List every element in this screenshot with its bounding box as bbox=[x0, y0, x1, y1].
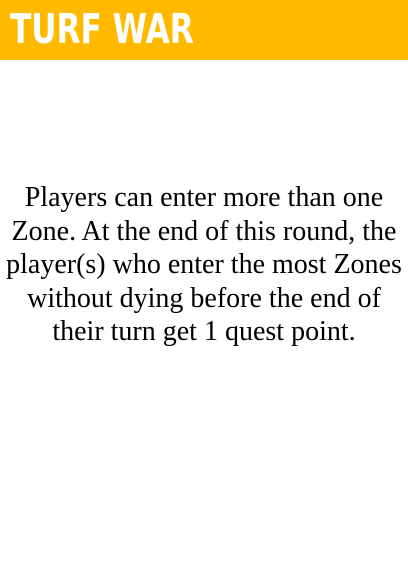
title-bar: TURF WAR bbox=[0, 0, 408, 60]
card-description: Players can enter more than one Zone. At… bbox=[6, 182, 402, 347]
card-title: TURF WAR bbox=[10, 4, 194, 53]
